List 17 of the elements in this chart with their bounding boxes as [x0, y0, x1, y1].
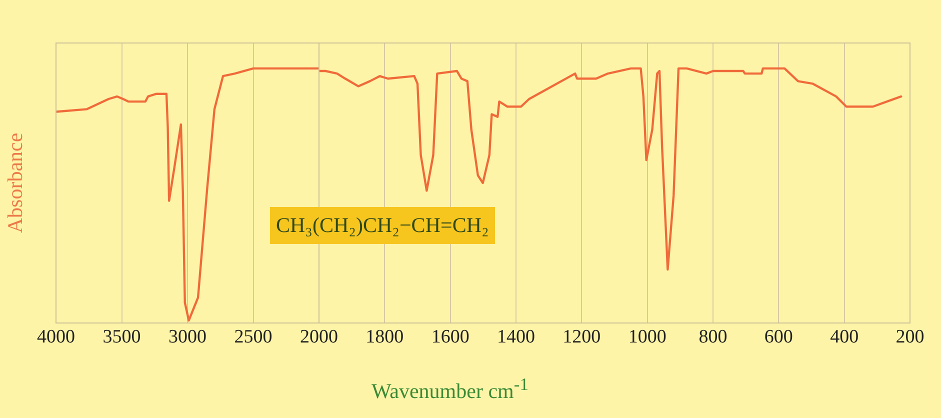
x-axis-title: Wavenumber cm$^{-1}$	[372, 374, 528, 404]
x-tick-label: 2000	[300, 326, 338, 348]
y-axis-title: Absorbance	[3, 132, 28, 234]
x-tick-label: 2500	[234, 326, 272, 348]
x-tick-label: 800	[698, 326, 728, 348]
x-tick-label: 3000	[168, 326, 206, 348]
x-tick-label: 1800	[365, 326, 404, 348]
x-tick-label: 400	[830, 326, 858, 348]
x-tick-label: 1200	[562, 326, 600, 348]
x-tick-label: 200	[896, 326, 924, 348]
x-tick-label: 600	[764, 326, 793, 348]
annotation: CH₃(CH₂)CH₂−CH=CH₂	[270, 207, 495, 244]
x-tick-label: 1600	[431, 326, 470, 348]
x-tick-label: 1400	[496, 326, 535, 348]
x-tick-label: 1000	[628, 326, 666, 348]
x-tick-label: 3500	[102, 326, 141, 348]
x-tick-label: 4000	[37, 326, 75, 348]
